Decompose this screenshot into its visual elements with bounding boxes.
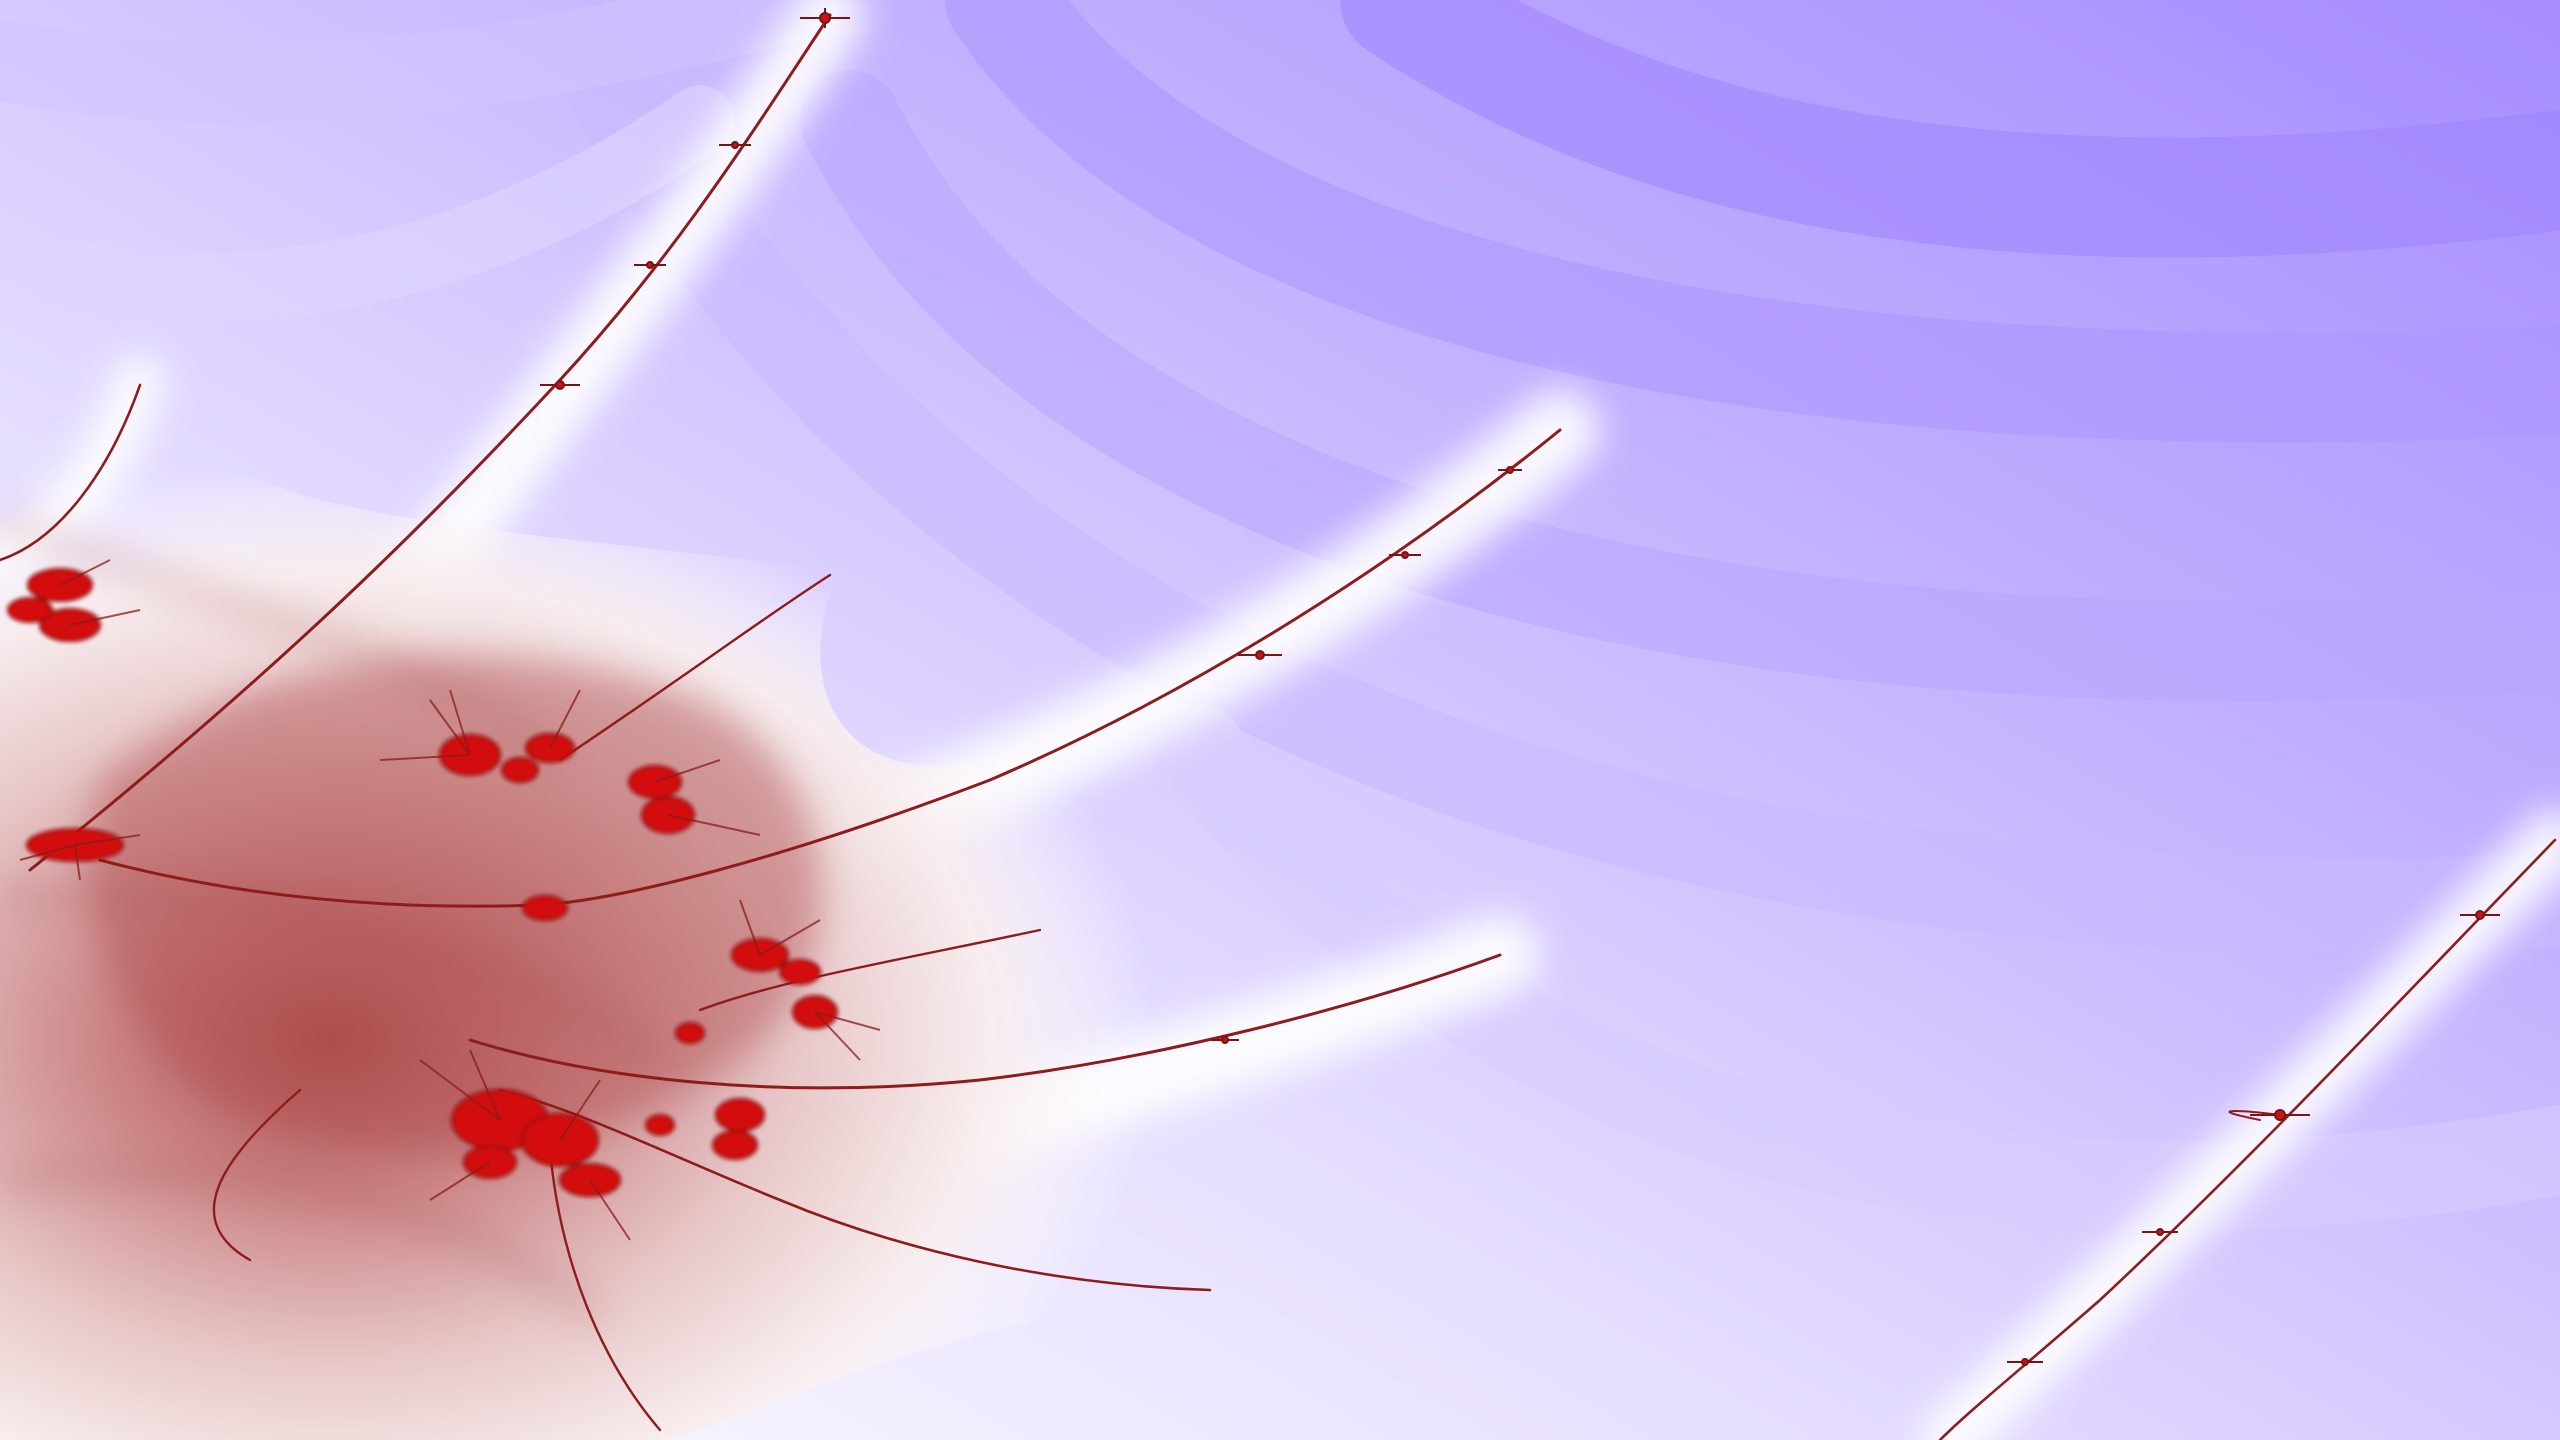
cluster-spikes <box>19 559 881 1241</box>
warm-banding <box>0 506 669 1332</box>
filaments <box>0 13 2557 1440</box>
filament-nodes <box>540 8 2500 1366</box>
